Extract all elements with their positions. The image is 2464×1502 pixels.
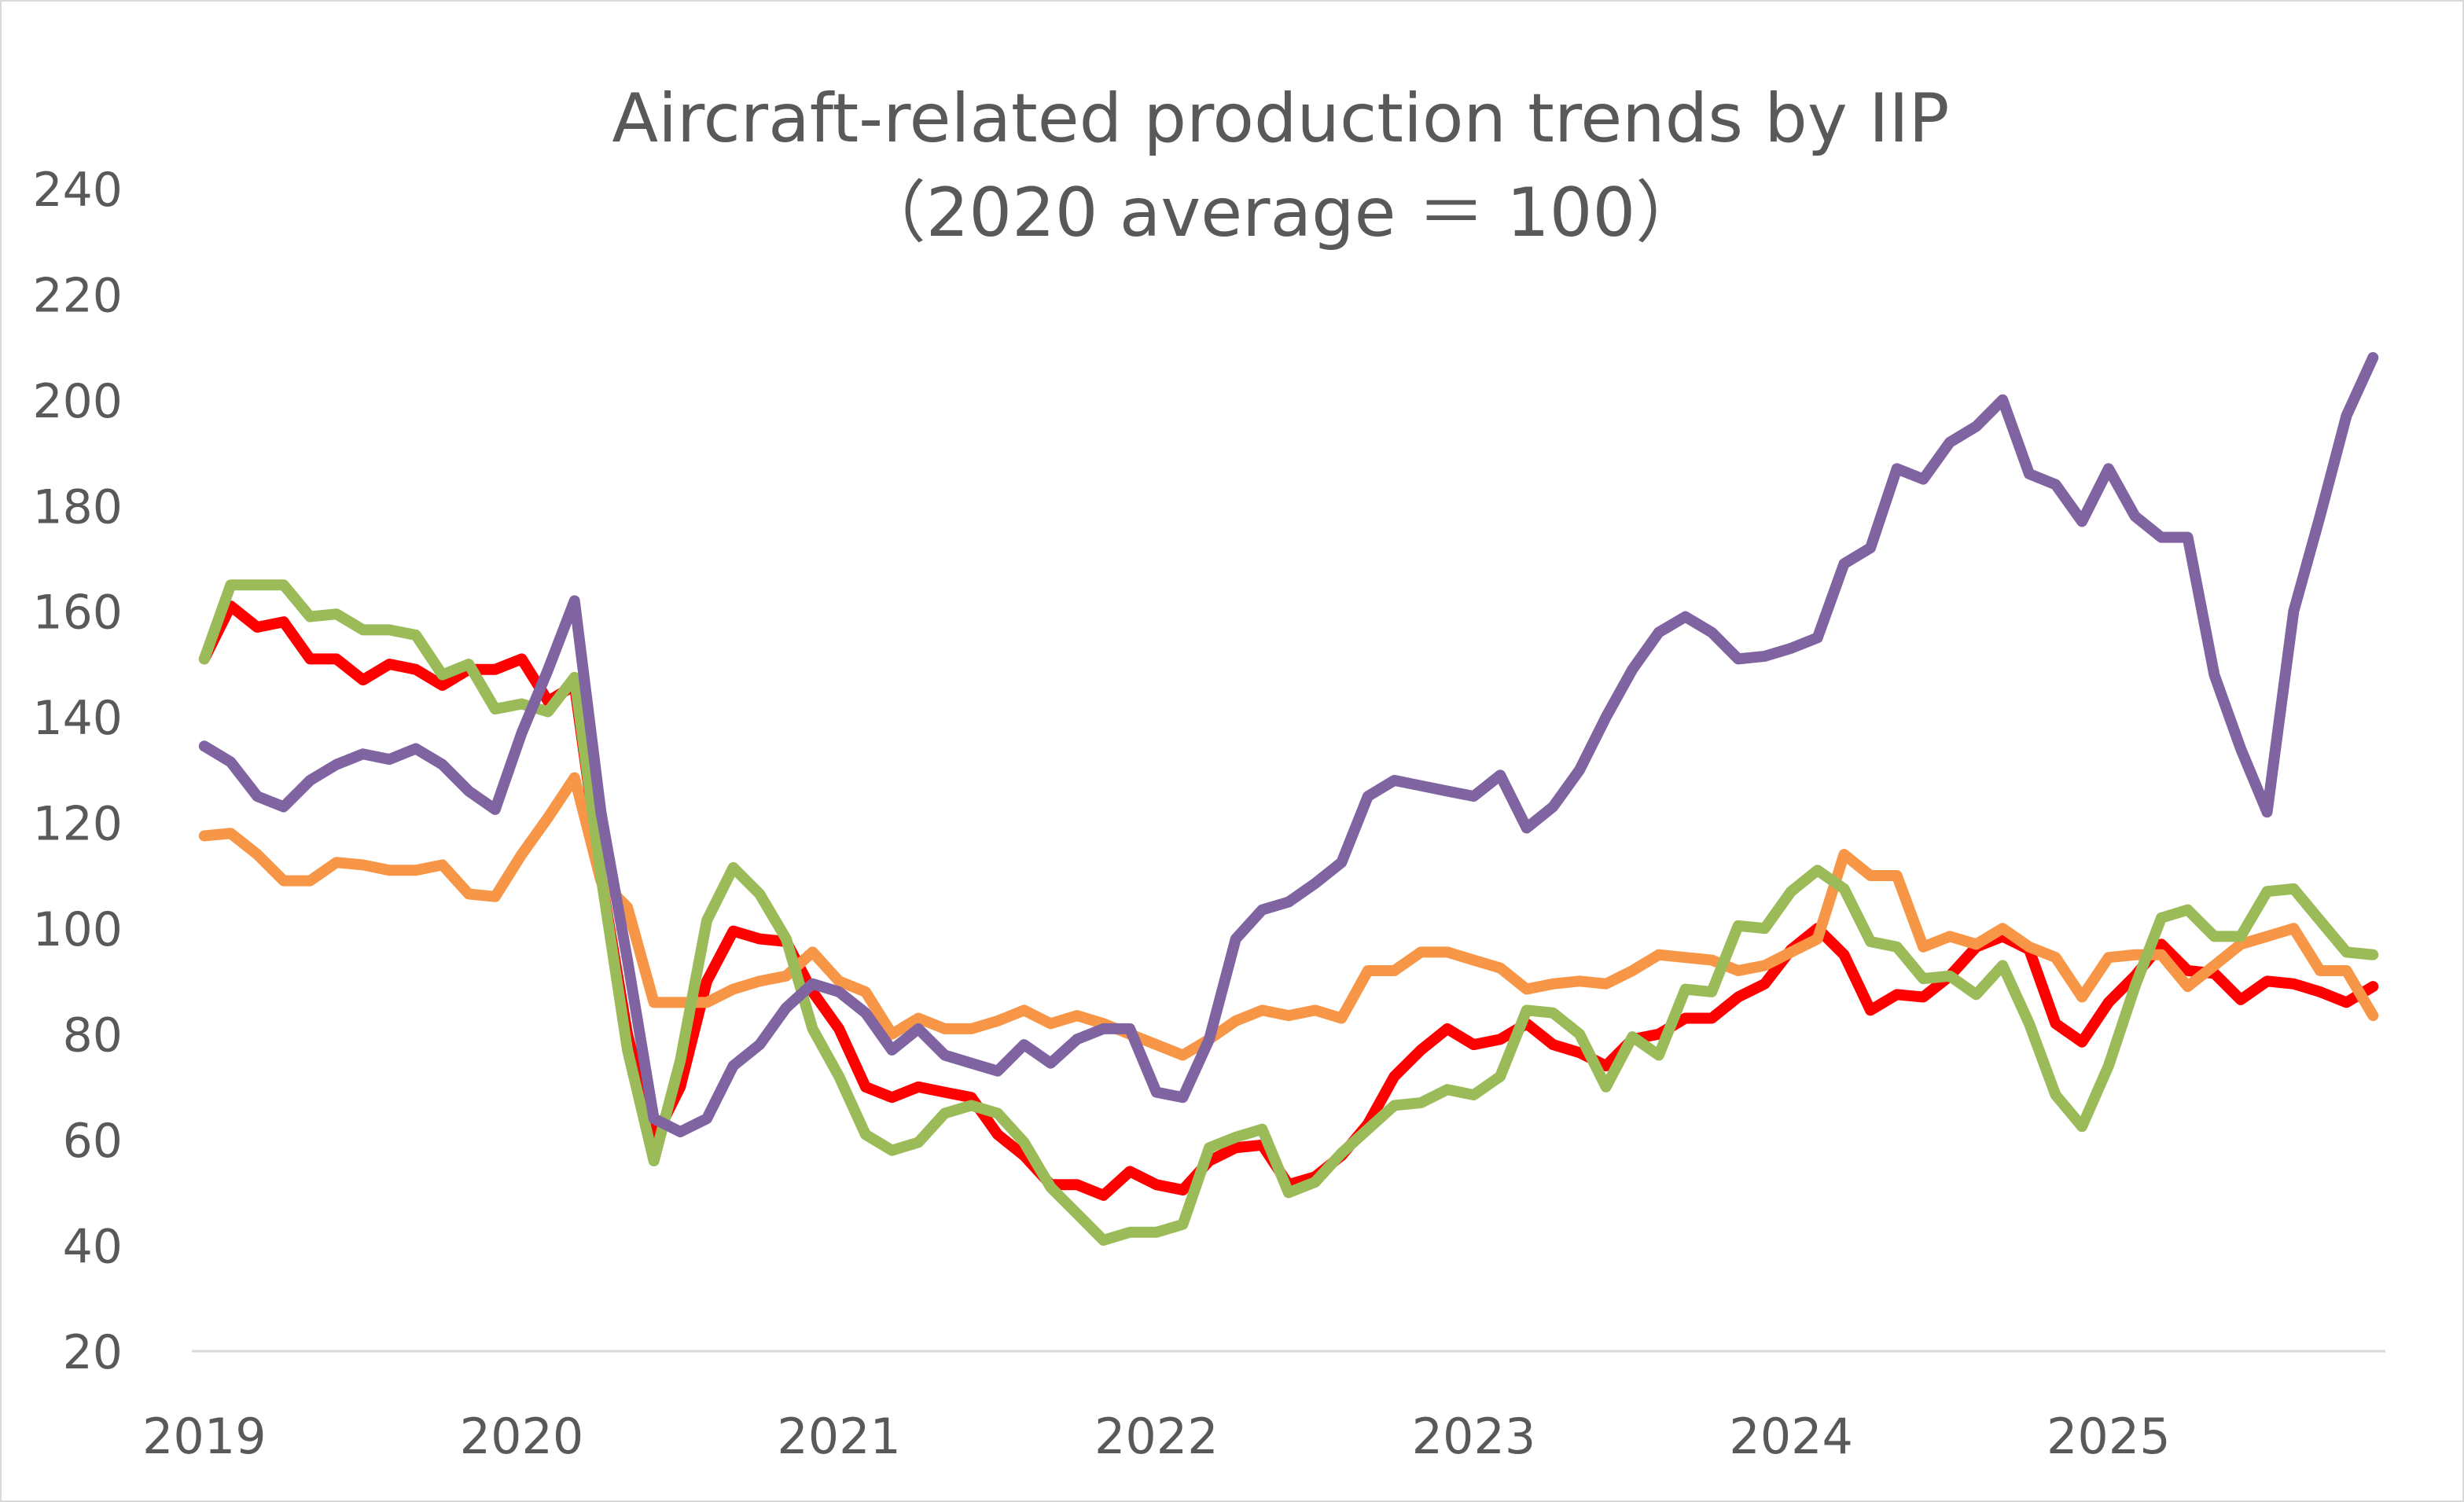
series-line-1	[198, 772, 2379, 1061]
x-tick-label: 2020	[460, 1408, 584, 1465]
y-tick-label: 180	[32, 479, 122, 534]
x-tick-label: 2025	[2047, 1408, 2171, 1465]
x-tick-label: 2021	[777, 1408, 901, 1465]
series-line-3	[198, 351, 2379, 1138]
chart-title: Aircraft-related production trends by II…	[612, 79, 1949, 158]
y-tick-label: 160	[32, 586, 122, 641]
y-axis: 20 40 60 80 100 120 140 160 180 200 220 240	[32, 163, 122, 1380]
y-tick-label: 200	[32, 374, 122, 429]
x-tick-label: 2023	[1412, 1408, 1536, 1465]
x-tick-label: 2024	[1729, 1408, 1853, 1465]
series-group	[198, 351, 2379, 1246]
y-tick-label: 60	[63, 1114, 123, 1169]
x-axis: 2019 2020 2021 2022 2023 2024 2025	[142, 1408, 2171, 1465]
y-tick-label: 220	[32, 268, 122, 323]
y-tick-label: 20	[63, 1325, 123, 1380]
x-tick-label: 2019	[142, 1408, 267, 1465]
y-tick-label: 80	[63, 1008, 123, 1063]
y-tick-label: 100	[32, 902, 122, 957]
y-tick-label: 120	[32, 797, 122, 852]
y-tick-label: 240	[32, 163, 122, 218]
chart-subtitle: （2020 average ＝ 100）	[859, 174, 1703, 252]
y-tick-label: 140	[32, 691, 122, 746]
series-line-2	[198, 579, 2379, 1246]
y-tick-label: 40	[63, 1220, 123, 1275]
x-tick-label: 2022	[1094, 1408, 1219, 1465]
